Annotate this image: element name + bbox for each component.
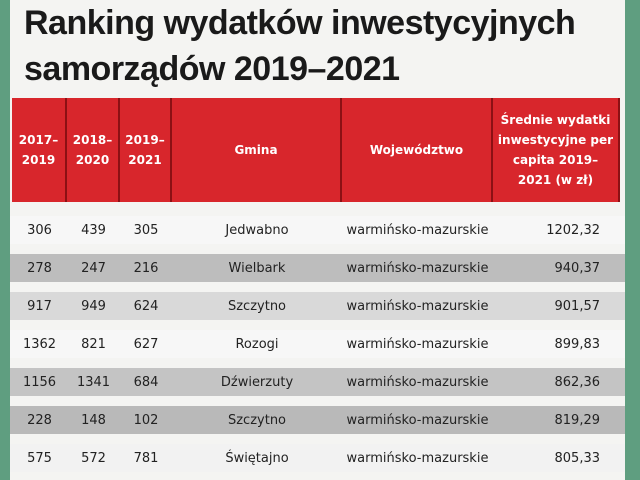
table-cell: 781	[133, 450, 159, 466]
table-cell: 624	[133, 298, 159, 314]
table-row: 306 439 305 Jedwabno warmińsko-mazurskie 1202…	[10, 216, 625, 244]
table-cell: 684	[133, 374, 159, 390]
table-cell: 901,57	[554, 298, 601, 314]
table-cell: warmińsko-mazurskie	[346, 336, 489, 352]
table-cell: 228	[27, 412, 52, 428]
table-cell: 247	[81, 260, 106, 276]
table-cell: 1341	[76, 374, 111, 390]
table-cell: 148	[81, 412, 106, 428]
table-cell: 940,37	[554, 260, 601, 276]
column-header: Gmina	[172, 98, 342, 202]
table-row: 1362 821 627 Rozogi warmińsko-mazurskie 899,8…	[10, 330, 625, 358]
table-row: 228 148 102 Szczytno warmińsko-mazurskie 819,…	[10, 406, 625, 434]
table-row: 575 572 781 Świętajno warmińsko-mazurskie 805…	[10, 444, 625, 472]
table-cell: 278	[27, 260, 52, 276]
table-cell: 805,33	[554, 450, 601, 466]
table-cell: Wielbark	[228, 260, 286, 276]
table-cell: 1156	[22, 374, 57, 390]
table-cell: 627	[133, 336, 159, 352]
table-cell: Dźwierzuty	[220, 374, 294, 390]
table-row: 917 949 624 Szczytno warmińsko-mazurskie 901,…	[10, 292, 625, 320]
column-header: Województwo	[342, 98, 493, 202]
column-header: 2018–2020	[67, 98, 120, 202]
table-cell: 1362	[22, 336, 57, 352]
table-cell: warmińsko-mazurskie	[346, 412, 489, 428]
table-cell: warmińsko-mazurskie	[346, 298, 489, 314]
table-cell: 1202,32	[546, 222, 600, 238]
column-header: Średnie wydatki inwestycyjne per capita …	[493, 98, 620, 202]
table-cell: warmińsko-mazurskie	[346, 222, 489, 238]
table-cell: Rozogi	[235, 336, 279, 352]
title-line: Ranking wydatków inwestycyjnych	[24, 4, 576, 42]
column-header: 2019–2021	[120, 98, 172, 202]
table-cell: Jedwabno	[225, 222, 289, 238]
table-cell: 821	[81, 336, 106, 352]
table-row: 1156 1341 684 Dźwierzuty warmińsko-mazurskie…	[10, 368, 625, 396]
table-cell: 306	[27, 222, 52, 238]
table-cell: 572	[81, 450, 106, 466]
table-cell: 899,83	[554, 336, 601, 352]
table-cell: 575	[27, 450, 52, 466]
table-cell: 102	[133, 412, 159, 428]
column-header: 2017–2019	[12, 98, 67, 202]
table-cell: 216	[133, 260, 159, 276]
table-cell: Szczytno	[227, 298, 287, 314]
table-cell: Świętajno	[225, 450, 289, 466]
table-cell: warmińsko-mazurskie	[346, 450, 489, 466]
title-line: samorządów 2019–2021	[24, 50, 400, 88]
table-cell: 917	[27, 298, 52, 314]
table-row: 278 247 216 Wielbark warmińsko-mazurskie 940,…	[10, 254, 625, 282]
paper: Ranking wydatków inwestycyjnych samorząd…	[10, 0, 625, 480]
table-cell: 305	[133, 222, 159, 238]
table-cell: warmińsko-mazurskie	[346, 260, 489, 276]
table-cell: 819,29	[554, 412, 601, 428]
table-cell: 862,36	[554, 374, 601, 390]
table-cell: Szczytno	[227, 412, 287, 428]
table-cell: 439	[81, 222, 106, 238]
table-cell: warmińsko-mazurskie	[346, 374, 489, 390]
table-cell: 949	[81, 298, 106, 314]
